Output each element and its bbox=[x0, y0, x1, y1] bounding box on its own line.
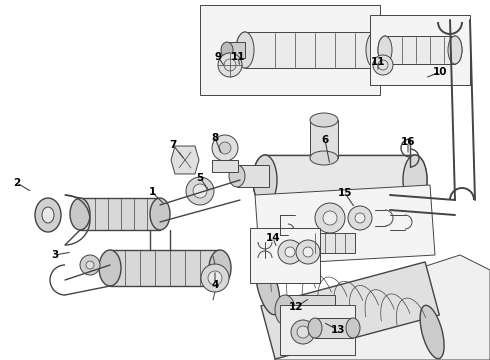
Polygon shape bbox=[275, 255, 490, 360]
Ellipse shape bbox=[420, 305, 444, 359]
Ellipse shape bbox=[403, 155, 427, 205]
Ellipse shape bbox=[378, 36, 392, 64]
Ellipse shape bbox=[201, 264, 229, 292]
Text: 15: 15 bbox=[338, 188, 352, 198]
Ellipse shape bbox=[86, 261, 94, 269]
Bar bbox=[227, 42, 245, 58]
Ellipse shape bbox=[448, 36, 462, 64]
Ellipse shape bbox=[236, 32, 254, 68]
Bar bbox=[305, 233, 355, 253]
Ellipse shape bbox=[278, 240, 302, 264]
Ellipse shape bbox=[253, 155, 277, 205]
Ellipse shape bbox=[209, 250, 231, 286]
Ellipse shape bbox=[285, 247, 295, 257]
Ellipse shape bbox=[35, 198, 61, 232]
Text: 12: 12 bbox=[289, 302, 303, 312]
Text: 10: 10 bbox=[433, 67, 447, 77]
Ellipse shape bbox=[219, 142, 231, 154]
Bar bbox=[315, 318, 353, 338]
Bar bbox=[375, 42, 393, 58]
Text: 2: 2 bbox=[13, 178, 21, 188]
Ellipse shape bbox=[366, 32, 384, 68]
Ellipse shape bbox=[378, 36, 392, 64]
Ellipse shape bbox=[448, 36, 462, 64]
Ellipse shape bbox=[186, 177, 214, 205]
Text: 11: 11 bbox=[371, 57, 385, 67]
Ellipse shape bbox=[212, 135, 238, 161]
Ellipse shape bbox=[310, 151, 338, 165]
Polygon shape bbox=[255, 185, 435, 265]
Ellipse shape bbox=[315, 203, 345, 233]
Ellipse shape bbox=[366, 32, 384, 68]
Text: 11: 11 bbox=[231, 52, 245, 62]
Bar bbox=[280, 305, 355, 355]
Ellipse shape bbox=[229, 165, 245, 187]
Text: 5: 5 bbox=[196, 173, 204, 183]
Ellipse shape bbox=[256, 261, 280, 315]
Bar bbox=[237, 165, 269, 187]
Bar bbox=[370, 15, 470, 85]
Ellipse shape bbox=[253, 155, 277, 205]
Text: 9: 9 bbox=[215, 52, 221, 62]
Bar bbox=[80, 198, 160, 230]
Text: 6: 6 bbox=[321, 135, 329, 145]
Ellipse shape bbox=[387, 42, 399, 58]
Bar bbox=[310, 120, 338, 158]
Ellipse shape bbox=[291, 320, 315, 344]
Text: 1: 1 bbox=[148, 187, 156, 197]
Ellipse shape bbox=[355, 213, 365, 223]
Ellipse shape bbox=[218, 53, 242, 77]
Bar bbox=[265, 155, 415, 205]
Text: 16: 16 bbox=[401, 137, 415, 147]
Bar bbox=[261, 262, 440, 359]
Ellipse shape bbox=[42, 207, 54, 223]
Text: 8: 8 bbox=[211, 133, 219, 143]
Bar bbox=[265, 155, 415, 205]
Bar bbox=[250, 228, 320, 283]
Bar bbox=[285, 295, 335, 325]
Bar bbox=[212, 160, 238, 172]
Ellipse shape bbox=[70, 198, 90, 230]
Ellipse shape bbox=[373, 55, 393, 75]
Ellipse shape bbox=[208, 271, 222, 285]
Text: 4: 4 bbox=[211, 280, 219, 290]
Text: 14: 14 bbox=[266, 233, 280, 243]
Ellipse shape bbox=[80, 255, 100, 275]
Ellipse shape bbox=[303, 247, 313, 257]
Ellipse shape bbox=[348, 206, 372, 230]
Ellipse shape bbox=[236, 32, 254, 68]
Text: 7: 7 bbox=[170, 140, 177, 150]
Ellipse shape bbox=[310, 113, 338, 127]
Ellipse shape bbox=[297, 326, 309, 338]
Ellipse shape bbox=[193, 184, 207, 198]
Bar bbox=[385, 36, 455, 64]
Text: 3: 3 bbox=[51, 250, 59, 260]
Polygon shape bbox=[171, 146, 199, 174]
Ellipse shape bbox=[323, 211, 337, 225]
Text: 13: 13 bbox=[331, 325, 345, 335]
Ellipse shape bbox=[275, 295, 295, 325]
Ellipse shape bbox=[346, 318, 360, 338]
Ellipse shape bbox=[308, 318, 322, 338]
Ellipse shape bbox=[296, 240, 320, 264]
Bar bbox=[200, 5, 380, 95]
Ellipse shape bbox=[403, 155, 427, 205]
Bar bbox=[110, 250, 220, 286]
Ellipse shape bbox=[150, 198, 170, 230]
Ellipse shape bbox=[221, 42, 233, 58]
Ellipse shape bbox=[99, 250, 121, 286]
Bar bbox=[245, 32, 375, 68]
